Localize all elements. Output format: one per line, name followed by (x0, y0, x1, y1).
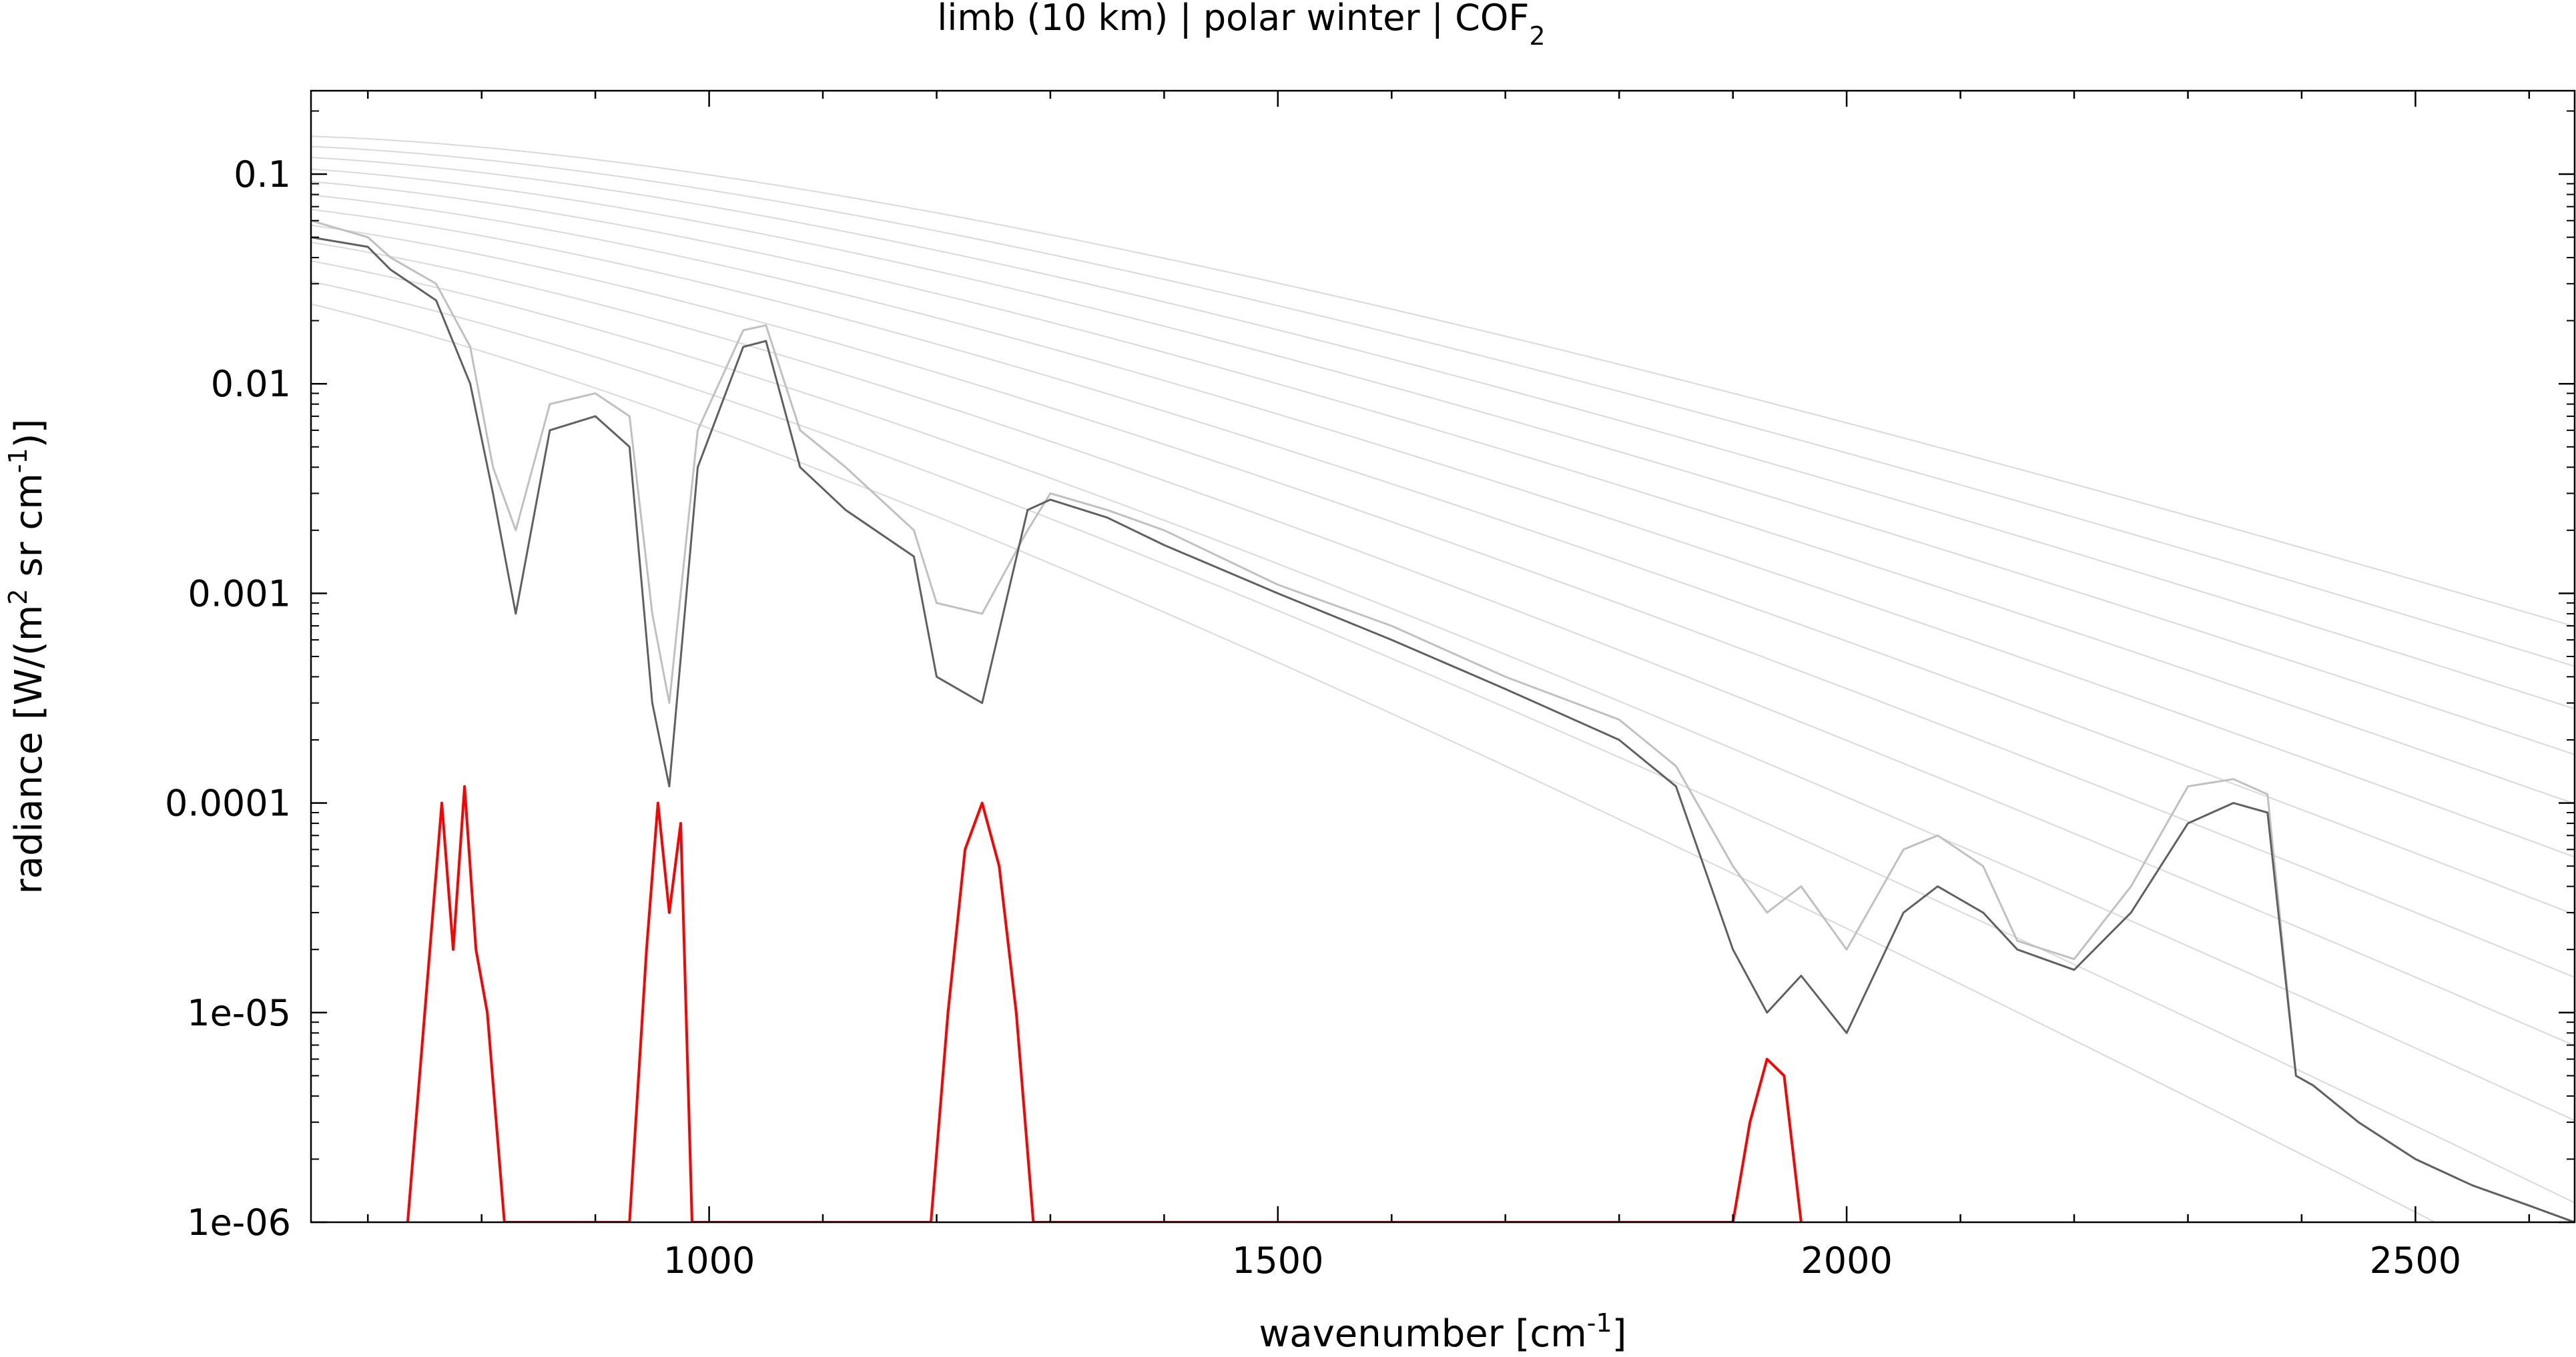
planck-curve-230K (311, 224, 2575, 978)
planck-reference-curves (311, 135, 2575, 1222)
planck-curve-200K (311, 280, 2575, 1204)
y-tick-label: 1e-06 (187, 1202, 291, 1244)
y-tick-label: 0.001 (188, 572, 291, 614)
planck-curve-220K (311, 242, 2575, 1047)
planck-curve-250K (311, 194, 2575, 858)
data-series (311, 219, 2575, 1222)
planck-curve-210K (311, 260, 2575, 1121)
y-tick-label: 0.1 (234, 153, 291, 195)
x-tick-label: 1000 (663, 1240, 755, 1282)
y-axis-label: radiance [W/(m2 sr cm-1)] (3, 419, 51, 895)
x-axis-label: wavenumber [cm-1] (1259, 1308, 1626, 1356)
series-line-1 (311, 236, 2575, 1222)
planck-curve-270K (311, 168, 2575, 755)
x-tick-label: 2500 (2370, 1240, 2461, 1282)
series-line-2 (406, 785, 1803, 1222)
planck-curve-300K (311, 135, 2575, 627)
planck-curve-290K (311, 145, 2575, 667)
x-tick-label: 1500 (1232, 1240, 1323, 1282)
chart-title: limb (10 km) | polar winter | COF2 (937, 0, 1545, 51)
plot-frame (310, 89, 2576, 1224)
y-tick-label: 0.0001 (165, 783, 291, 825)
planck-curve-190K (311, 303, 2437, 1222)
y-tick-label: 1e-05 (187, 992, 291, 1034)
y-axis-ticks: 0.1 0.01 0.001 0.0001 1e-05 1e-06 (165, 110, 2575, 1244)
planck-curve-260K (311, 181, 2575, 805)
y-tick-label: 0.01 (211, 363, 291, 405)
x-tick-label: 2000 (1801, 1240, 1892, 1282)
series-line-0 (311, 219, 2575, 1222)
x-axis-ticks: 1000 1500 2000 2500 (366, 91, 2531, 1282)
planck-curve-280K (311, 157, 2575, 710)
planck-curve-240K (311, 209, 2575, 915)
